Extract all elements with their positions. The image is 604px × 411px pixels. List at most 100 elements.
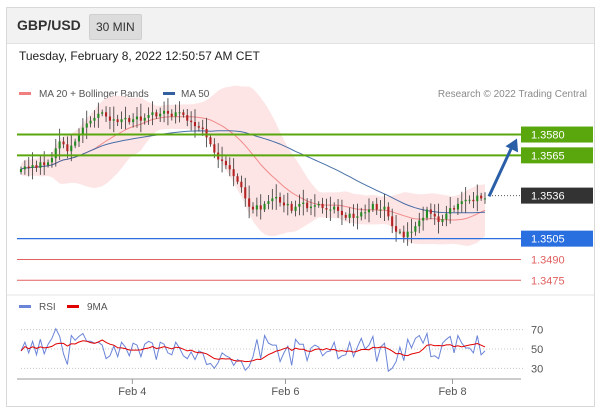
- candle-body: [275, 197, 278, 199]
- price-chart[interactable]: MA 20 + Bollinger Bands MA 50 Research ©…: [7, 8, 595, 407]
- candle-body: [410, 231, 413, 233]
- candle-body: [259, 205, 262, 210]
- chart-header: GBP/USD 30 MIN: [7, 8, 594, 44]
- candle-body: [197, 126, 200, 128]
- candle-body: [263, 203, 266, 210]
- candle-body: [317, 203, 320, 206]
- candle-body: [418, 220, 421, 227]
- candle-body: [201, 127, 204, 129]
- candle-body: [298, 203, 301, 207]
- candle-body: [360, 212, 363, 217]
- candle-body: [221, 159, 224, 161]
- x-axis-tick-label: Feb 8: [438, 386, 466, 398]
- candle-body: [159, 113, 162, 117]
- candle-body: [43, 162, 46, 166]
- candle-body: [178, 112, 181, 114]
- bollinger-legend-swatch: [19, 92, 31, 95]
- candle-body: [309, 206, 312, 209]
- candle-body: [290, 203, 293, 211]
- candle-body: [248, 198, 251, 207]
- current-price-label-bg: [521, 187, 593, 204]
- ma9-legend-swatch: [67, 305, 79, 308]
- candle-body: [23, 166, 26, 170]
- candle-body: [190, 120, 193, 123]
- candle-body: [402, 231, 405, 238]
- candle-body: [120, 119, 123, 123]
- candle-body: [105, 112, 108, 117]
- price-level-resistance: 1.3565: [17, 147, 593, 164]
- ma9-legend-label: 9MA: [87, 302, 108, 313]
- candle-body: [429, 209, 432, 214]
- candle-body: [414, 226, 417, 232]
- candle-body: [58, 141, 61, 149]
- candle-body: [333, 206, 336, 210]
- candle-body: [325, 208, 328, 210]
- candle-body: [182, 112, 185, 116]
- candle-body: [240, 181, 243, 188]
- forecast-arrow-head: [505, 138, 519, 153]
- price-level-current: 1.3536: [489, 187, 593, 204]
- candle-body: [19, 169, 22, 172]
- current-price-label: 1.3536: [531, 191, 565, 203]
- candle-body: [77, 134, 80, 142]
- candle-body: [135, 116, 138, 120]
- candle-body: [395, 226, 398, 232]
- timeframe-selector[interactable]: 30 MIN: [89, 14, 142, 40]
- candle-body: [472, 199, 475, 202]
- research-credit: Research © 2022 Trading Central: [438, 89, 587, 100]
- forecast-arrow: [487, 138, 519, 198]
- candle-body: [282, 202, 285, 206]
- candle-body: [356, 216, 359, 218]
- candle-body: [433, 213, 436, 217]
- candle-body: [321, 203, 324, 209]
- candle-body: [348, 213, 351, 218]
- candle-body: [337, 206, 340, 211]
- candle-body: [108, 116, 111, 121]
- x-axis-tick-label: Feb 6: [271, 386, 299, 398]
- rsi-legend: RSI 9MA: [19, 302, 108, 313]
- candle-body: [371, 203, 374, 210]
- candle-body: [375, 203, 378, 210]
- currency-pair-title: GBP/USD: [17, 17, 81, 33]
- candlesticks: [19, 98, 486, 246]
- candle-body: [251, 206, 254, 210]
- candle-body: [391, 216, 394, 227]
- candle-body: [112, 119, 115, 121]
- candle-body: [271, 198, 274, 202]
- candle-body: [124, 117, 127, 120]
- price-level-resistance: 1.3580: [17, 126, 593, 143]
- candle-body: [437, 216, 440, 222]
- candle-body: [209, 137, 212, 145]
- candle-body: [31, 165, 34, 168]
- candle-body: [294, 206, 297, 211]
- candle-body: [460, 201, 463, 204]
- candle-body: [27, 166, 30, 168]
- candle-body: [47, 162, 50, 166]
- candle-body: [163, 110, 166, 114]
- candle-body: [387, 206, 390, 217]
- resistance-label-bg: [521, 147, 593, 164]
- candle-body: [151, 112, 154, 116]
- candle-body: [155, 112, 158, 117]
- candle-body: [139, 116, 142, 121]
- price-level-pivot: 1.3505: [17, 230, 593, 247]
- candle-body: [425, 209, 428, 218]
- candle-body: [54, 148, 57, 159]
- candle-body: [186, 115, 189, 121]
- candle-body: [166, 110, 169, 114]
- candle-body: [445, 213, 448, 220]
- resistance-label-bg: [521, 126, 593, 143]
- candle-body: [89, 120, 92, 124]
- candle-body: [279, 197, 282, 203]
- candle-body: [205, 129, 208, 138]
- rsi-reference-label: 50: [531, 344, 543, 356]
- candle-body: [306, 202, 309, 209]
- candle-body: [62, 141, 65, 145]
- x-axis: Feb 4 Feb 6 Feb 8: [17, 378, 521, 398]
- support-label: 1.3475: [531, 275, 565, 287]
- candle-body: [132, 119, 135, 123]
- rsi-panel: 70 50 30: [20, 325, 543, 375]
- candle-body: [468, 199, 471, 201]
- candle-body: [101, 112, 104, 114]
- candle-body: [232, 169, 235, 177]
